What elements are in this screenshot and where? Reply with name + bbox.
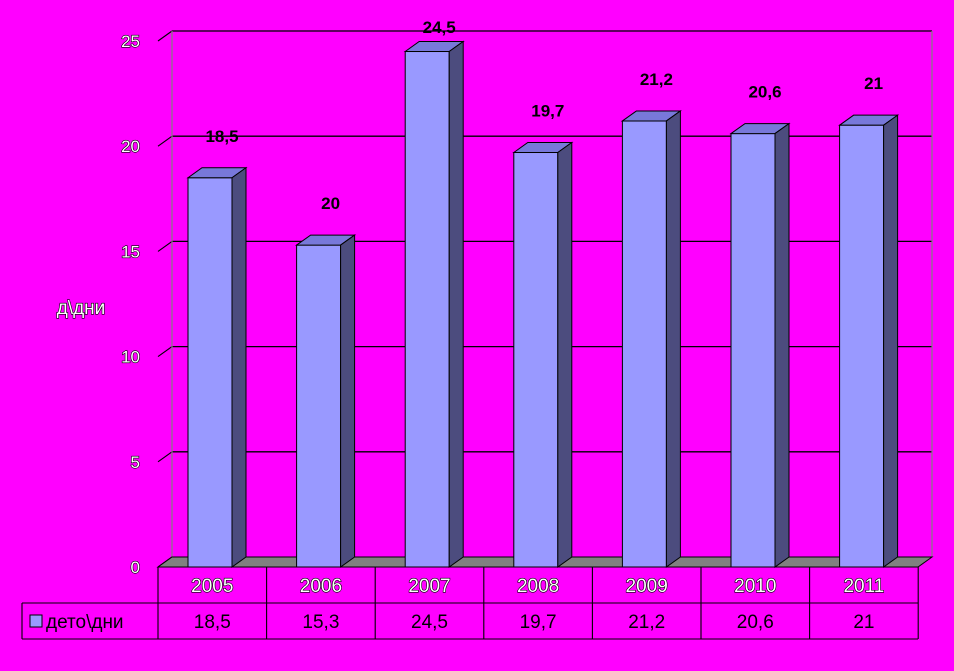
bar-front <box>296 244 342 568</box>
x-tick-label: 2010 <box>734 576 776 597</box>
y-axis-title: д\дни <box>57 298 106 319</box>
data-label: 20,6 <box>748 83 781 102</box>
bar-front <box>621 120 667 568</box>
x-tick-label: 2011 <box>843 576 884 597</box>
bar-side <box>448 40 464 568</box>
gridline-side <box>157 30 173 42</box>
table-cell: 21 <box>853 612 874 633</box>
gridline-side <box>157 346 173 358</box>
bars <box>186 40 900 568</box>
table-cell: 24,5 <box>411 612 448 633</box>
bar-side <box>231 166 247 568</box>
bar-front <box>187 177 233 568</box>
table-cell: 19,7 <box>520 612 557 633</box>
bar-front <box>404 51 450 568</box>
bar <box>186 166 248 568</box>
data-table: 2005 18,5 2006 15,3 2007 24,5 2008 19,7 2009 21,2… <box>21 567 919 640</box>
x-tick-label: 2007 <box>408 576 450 597</box>
y-tick-label: 0 <box>131 558 140 577</box>
data-label: 21,2 <box>640 70 673 89</box>
table-cell: 15,3 <box>302 612 339 633</box>
data-label: 18,5 <box>205 127 238 146</box>
bar-side <box>340 234 356 568</box>
gridline-side <box>157 451 173 463</box>
y-tick-label: 25 <box>121 32 140 51</box>
y-tick-label: 20 <box>121 137 140 156</box>
x-tick-label: 2008 <box>517 576 559 597</box>
bar-side <box>665 109 681 568</box>
bar-side <box>557 141 573 568</box>
x-tick-label: 2009 <box>626 576 668 597</box>
bar <box>729 122 791 568</box>
bar-front <box>730 133 776 568</box>
table-cell: 18,5 <box>194 612 231 633</box>
data-label: 19,7 <box>531 102 564 121</box>
table-cell: 20,6 <box>737 612 774 633</box>
gridline-side <box>157 135 173 147</box>
bar-side <box>883 114 899 568</box>
bar <box>403 40 465 568</box>
bar <box>512 141 574 568</box>
y-tick-label: 5 <box>131 453 140 472</box>
legend-series-name: дето\дни <box>46 612 124 633</box>
x-tick-label: 2005 <box>191 576 233 597</box>
data-label: 21 <box>864 74 883 93</box>
y-axis: 0 5 10 15 20 25 <box>120 31 140 577</box>
data-label: 24,5 <box>423 18 456 37</box>
gridline-side <box>157 240 173 252</box>
table-cell: 21,2 <box>628 612 665 633</box>
data-labels: 18,5 20 24,5 19,7 21,2 20,6 21 <box>205 18 883 213</box>
bar-front <box>839 124 885 568</box>
bar-side <box>774 122 790 568</box>
x-tick-label: 2006 <box>300 576 342 597</box>
bar <box>838 114 900 568</box>
y-tick-label: 10 <box>121 348 140 367</box>
data-label: 20 <box>321 194 340 213</box>
bar <box>295 234 357 568</box>
y-tick-label: 15 <box>121 242 140 261</box>
legend-key <box>29 614 43 628</box>
bar <box>620 109 682 568</box>
bar-front <box>513 152 559 568</box>
